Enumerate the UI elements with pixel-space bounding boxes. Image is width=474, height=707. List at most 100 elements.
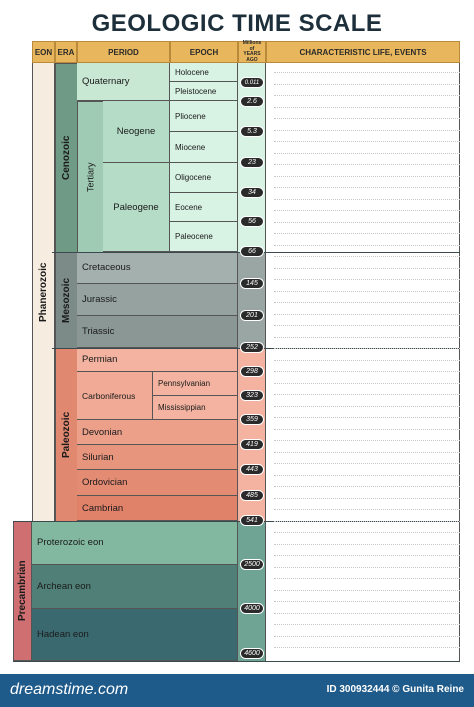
age-pill-443: 443 bbox=[240, 464, 264, 475]
eon-hadean: Hadean eon bbox=[32, 609, 238, 661]
life-events-area[interactable] bbox=[266, 63, 460, 661]
ruled-line bbox=[274, 95, 460, 96]
ruled-line bbox=[274, 544, 460, 545]
ruled-line bbox=[274, 475, 460, 476]
age-pill-359: 359 bbox=[240, 414, 264, 425]
age-pill-323: 323 bbox=[240, 390, 264, 401]
epoch-paleocene: Paleocene bbox=[170, 222, 238, 252]
age-pill-145: 145 bbox=[240, 278, 264, 289]
age-pill-66: 66 bbox=[240, 246, 264, 257]
ruled-line bbox=[274, 348, 460, 349]
ruled-line bbox=[274, 624, 460, 625]
age-pill-23: 23 bbox=[240, 157, 264, 168]
page-title: GEOLOGIC TIME SCALE bbox=[91, 10, 383, 37]
ruled-line bbox=[274, 555, 460, 556]
ruled-line bbox=[274, 187, 460, 188]
brand-logo[interactable]: dreamstime.com bbox=[10, 681, 129, 698]
era-paleozoic: Paleozoic bbox=[55, 348, 77, 521]
period-jurassic: Jurassic bbox=[77, 284, 238, 316]
header-myago-line2: of bbox=[249, 45, 255, 52]
ruled-line bbox=[274, 337, 460, 338]
ruled-line bbox=[274, 291, 460, 292]
ruled-line bbox=[274, 601, 460, 602]
epoch-pleistocene: Pleistocene bbox=[170, 82, 238, 101]
ruled-line bbox=[274, 176, 460, 177]
ruled-line bbox=[274, 268, 460, 269]
period-carboniferous: Carboniferous bbox=[77, 372, 153, 420]
ruled-line bbox=[274, 279, 460, 280]
ruled-line bbox=[274, 636, 460, 637]
age-pill-201: 201 bbox=[240, 310, 264, 321]
age-pill-541: 541 bbox=[240, 515, 264, 526]
header-eon: EON bbox=[32, 41, 55, 63]
epoch-eocene: Eocene bbox=[170, 193, 238, 222]
ruled-line bbox=[274, 325, 460, 326]
ruled-line bbox=[274, 302, 460, 303]
ruled-line bbox=[274, 107, 460, 108]
period-paleogene: Paleogene bbox=[103, 163, 170, 252]
header-myago-line3: YEARS bbox=[243, 51, 261, 57]
header-myago-line4: AGO bbox=[246, 56, 258, 63]
age-pill-4600: 4600 bbox=[240, 648, 264, 659]
ruled-line bbox=[274, 222, 460, 223]
ruled-line bbox=[274, 394, 460, 395]
ruled-line bbox=[274, 314, 460, 315]
ruled-line bbox=[274, 406, 460, 407]
ruled-line bbox=[274, 233, 460, 234]
separator-phanerozoic-precambrian bbox=[13, 521, 460, 522]
epoch-holocene: Holocene bbox=[170, 63, 238, 82]
ruled-line bbox=[274, 72, 460, 73]
ruled-line bbox=[274, 130, 460, 131]
ruled-line bbox=[274, 371, 460, 372]
ruled-line bbox=[274, 245, 460, 246]
age-column-precambrian bbox=[238, 521, 266, 661]
ruled-line bbox=[274, 417, 460, 418]
age-pill-298: 298 bbox=[240, 366, 264, 377]
eon-archean: Archean eon bbox=[32, 565, 238, 609]
eon-proterozoic: Proterozoic eon bbox=[32, 521, 238, 565]
ruled-line bbox=[274, 141, 460, 142]
ruled-line bbox=[274, 486, 460, 487]
ruled-line bbox=[274, 440, 460, 441]
ruled-line bbox=[274, 429, 460, 430]
age-pill-26: 2.6 bbox=[240, 96, 264, 107]
ruled-line bbox=[274, 613, 460, 614]
ruled-line bbox=[274, 383, 460, 384]
ruled-line bbox=[274, 647, 460, 648]
ruled-line bbox=[274, 118, 460, 119]
header-life-events: CHARACTERISTIC LIFE, EVENTS bbox=[266, 41, 460, 63]
image-id: ID 300932444 © Gunita Reine bbox=[326, 684, 464, 695]
ruled-line bbox=[274, 578, 460, 579]
header-era: ERA bbox=[55, 41, 77, 63]
ruled-line bbox=[274, 567, 460, 568]
ruled-line bbox=[274, 509, 460, 510]
eon-precambrian: Precambrian bbox=[13, 521, 32, 661]
ruled-line bbox=[274, 532, 460, 533]
age-pill-252: 252 bbox=[240, 342, 264, 353]
eon-phanerozoic: Phanerozoic bbox=[32, 63, 55, 521]
period-permian: Permian bbox=[77, 348, 238, 372]
ruled-line bbox=[274, 164, 460, 165]
age-pill-34: 34 bbox=[240, 187, 264, 198]
ruled-line bbox=[274, 153, 460, 154]
header-myago-line1: Millions bbox=[242, 40, 262, 46]
age-pill-56: 56 bbox=[240, 216, 264, 227]
age-pill-4000: 4000 bbox=[240, 603, 264, 614]
epoch-oligocene: Oligocene bbox=[170, 163, 238, 193]
age-pill-0011: 0.011 bbox=[240, 77, 264, 88]
subperiod-tertiary: Tertiary bbox=[77, 101, 103, 252]
age-pill-2500: 2500 bbox=[240, 559, 264, 570]
age-pill-53: 5.3 bbox=[240, 126, 264, 137]
era-cenozoic: Cenozoic bbox=[55, 63, 77, 252]
epoch-mississippian: Mississippian bbox=[153, 396, 238, 420]
separator-bottom bbox=[13, 661, 460, 662]
era-mesozoic: Mesozoic bbox=[55, 252, 77, 348]
ruled-line bbox=[274, 360, 460, 361]
ruled-line bbox=[274, 84, 460, 85]
period-quaternary: Quaternary bbox=[77, 63, 170, 101]
header-period: PERIOD bbox=[77, 41, 170, 63]
age-pill-485: 485 bbox=[240, 490, 264, 501]
epoch-pliocene: Pliocene bbox=[170, 101, 238, 132]
footer-bar: dreamstime.com ID 300932444 © Gunita Rei… bbox=[0, 674, 474, 707]
period-silurian: Silurian bbox=[77, 445, 238, 470]
